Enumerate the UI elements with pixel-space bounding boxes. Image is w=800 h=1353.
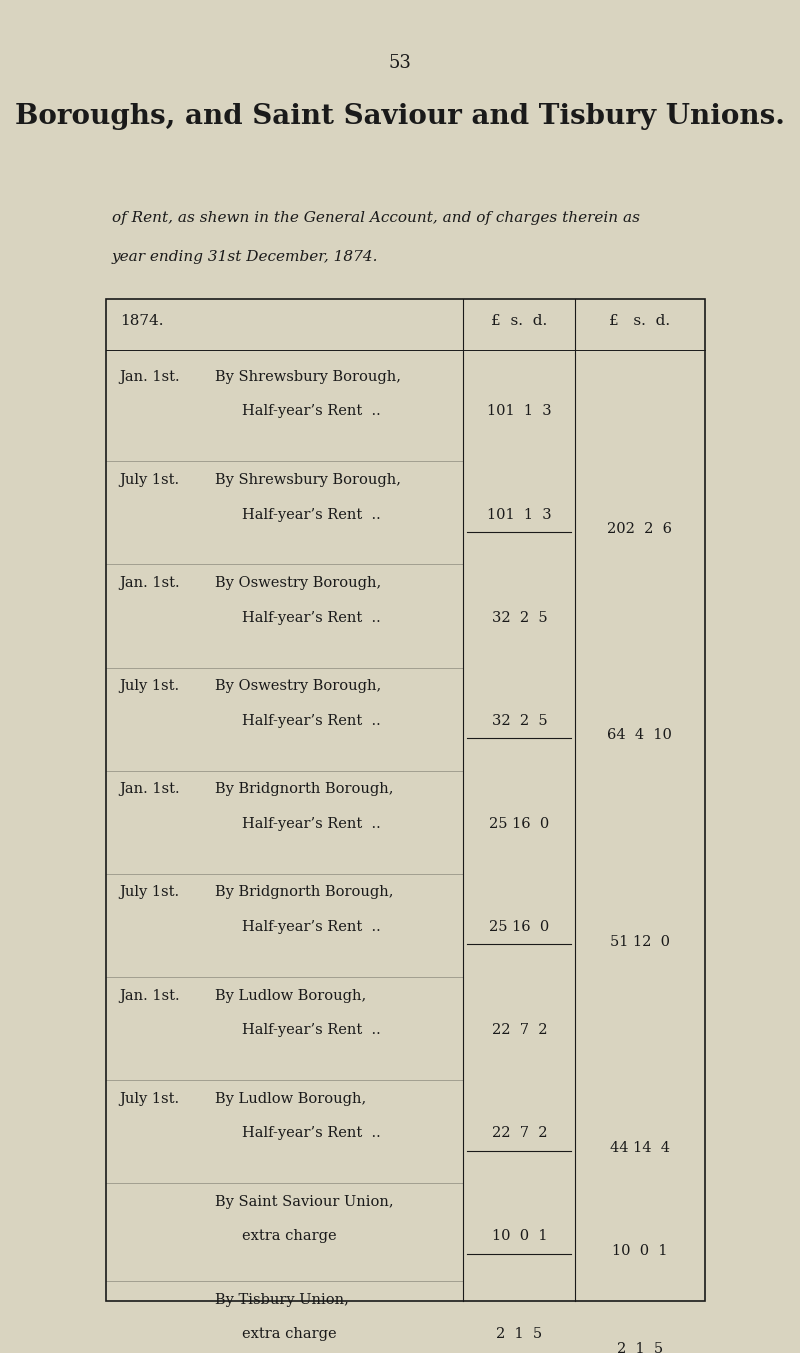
Text: 2  1  5: 2 1 5 [617,1342,662,1353]
Text: By Tisbury Union,: By Tisbury Union, [214,1293,349,1307]
Text: Jan. 1st.: Jan. 1st. [120,989,180,1003]
Text: 10  0  1: 10 0 1 [612,1243,667,1258]
Text: 25 16  0: 25 16 0 [490,817,550,831]
Text: Jan. 1st.: Jan. 1st. [120,576,180,590]
Text: of Rent, as shewn in the General Account, and of charges therein as: of Rent, as shewn in the General Account… [111,211,639,225]
Bar [106,299,705,1300]
Text: By Oswestry Borough,: By Oswestry Borough, [214,679,381,693]
Text: Half-year’s Rent  ..: Half-year’s Rent .. [242,1023,380,1036]
Text: £   s.  d.: £ s. d. [609,314,670,329]
Text: 1874.: 1874. [120,314,163,329]
Text: By Oswestry Borough,: By Oswestry Borough, [214,576,381,590]
Text: 101  1  3: 101 1 3 [487,405,552,418]
Text: July 1st.: July 1st. [120,885,180,900]
Text: By Saint Saviour Union,: By Saint Saviour Union, [214,1195,394,1208]
Text: 101  1  3: 101 1 3 [487,507,552,521]
Text: extra charge: extra charge [242,1327,336,1341]
Text: 32  2  5: 32 2 5 [492,610,547,625]
Text: 202  2  6: 202 2 6 [607,522,672,536]
Text: By Shrewsbury Borough,: By Shrewsbury Borough, [214,474,401,487]
Text: Half-year’s Rent  ..: Half-year’s Rent .. [242,817,380,831]
Text: Half-year’s Rent  ..: Half-year’s Rent .. [242,610,380,625]
Text: By Bridgnorth Borough,: By Bridgnorth Borough, [214,782,394,797]
Text: Half-year’s Rent  ..: Half-year’s Rent .. [242,920,380,934]
Text: July 1st.: July 1st. [120,1092,180,1105]
Text: extra charge: extra charge [242,1229,336,1243]
Text: Jan. 1st.: Jan. 1st. [120,782,180,797]
Text: 2  1  5: 2 1 5 [496,1327,542,1341]
Text: By Ludlow Borough,: By Ludlow Borough, [214,1092,366,1105]
Text: Jan. 1st.: Jan. 1st. [120,371,180,384]
Text: 53: 53 [389,54,411,72]
Text: 44 14  4: 44 14 4 [610,1141,670,1154]
Text: £  s.  d.: £ s. d. [491,314,547,329]
Text: July 1st.: July 1st. [120,474,180,487]
Text: 64  4  10: 64 4 10 [607,728,672,743]
Text: 22  7  2: 22 7 2 [492,1023,547,1036]
Text: Half-year’s Rent  ..: Half-year’s Rent .. [242,507,380,521]
Text: 32  2  5: 32 2 5 [492,713,547,728]
Text: year ending 31st December, 1874.: year ending 31st December, 1874. [111,250,378,264]
Text: Half-year’s Rent  ..: Half-year’s Rent .. [242,713,380,728]
Text: 25 16  0: 25 16 0 [490,920,550,934]
Text: Boroughs, and Saint Saviour and Tisbury Unions.: Boroughs, and Saint Saviour and Tisbury … [15,103,785,130]
Text: By Bridgnorth Borough,: By Bridgnorth Borough, [214,885,394,900]
Text: 22  7  2: 22 7 2 [492,1126,547,1141]
Text: By Shrewsbury Borough,: By Shrewsbury Borough, [214,371,401,384]
Text: Half-year’s Rent  ..: Half-year’s Rent .. [242,1126,380,1141]
Text: July 1st.: July 1st. [120,679,180,693]
Text: 51 12  0: 51 12 0 [610,935,670,948]
Text: By Ludlow Borough,: By Ludlow Borough, [214,989,366,1003]
Text: Half-year’s Rent  ..: Half-year’s Rent .. [242,405,380,418]
Text: 10  0  1: 10 0 1 [492,1229,547,1243]
